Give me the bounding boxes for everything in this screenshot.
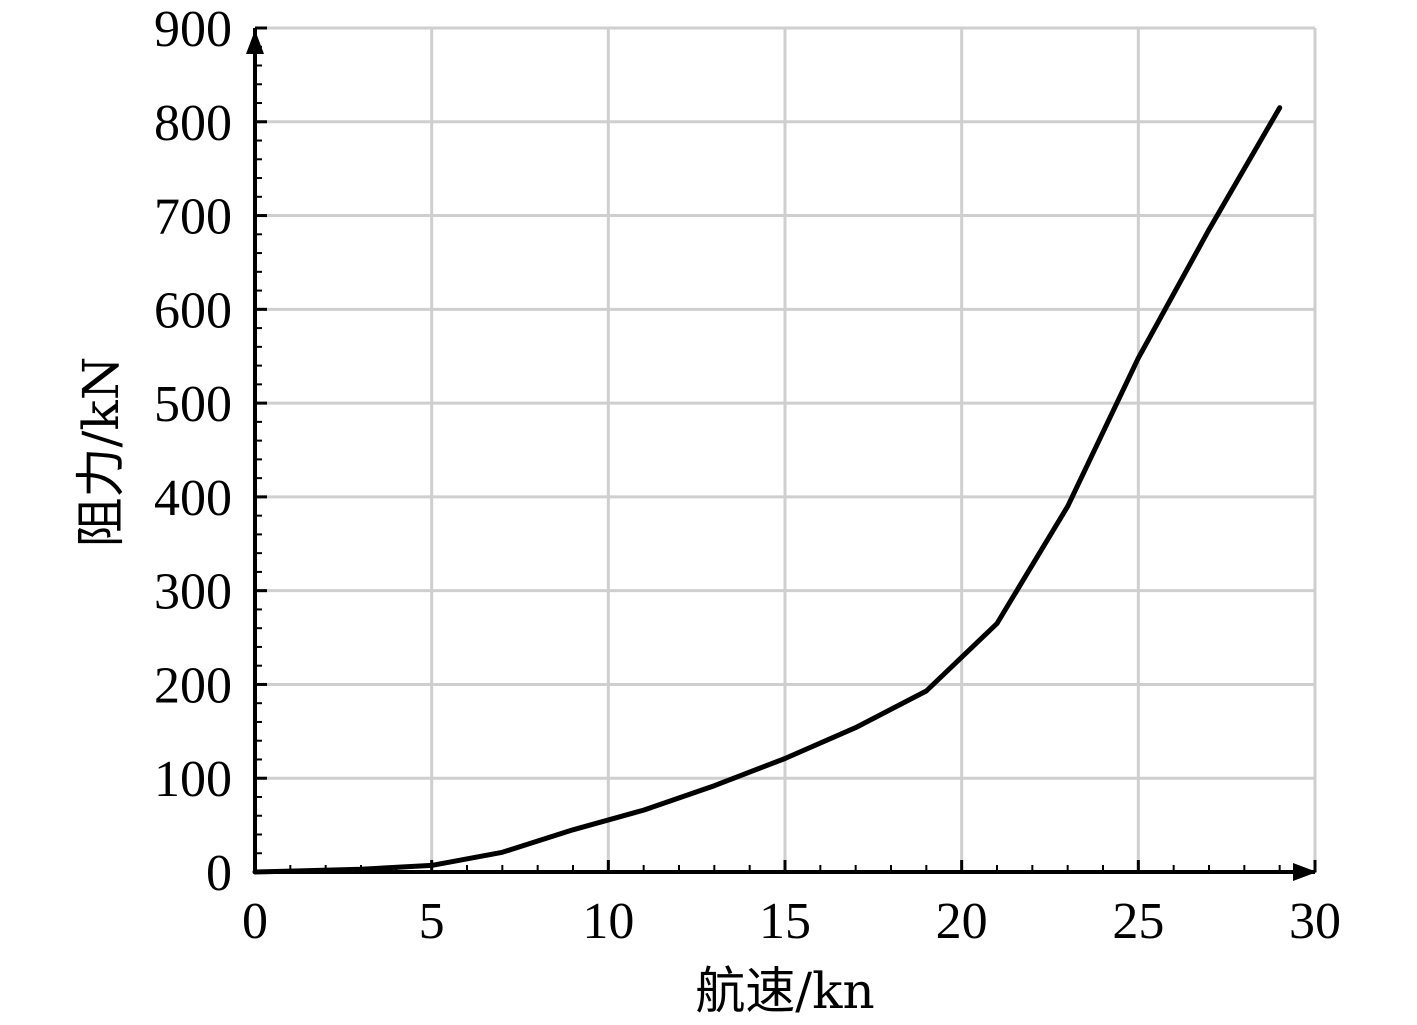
y-tick-label: 400 <box>154 470 232 527</box>
x-axis-label: 航速/kn <box>695 962 874 1020</box>
x-tick-label: 5 <box>419 893 445 950</box>
grid-lines <box>255 26 1317 872</box>
x-tick-label: 15 <box>759 893 811 950</box>
y-tick-label: 300 <box>154 564 232 621</box>
x-tick-label: 30 <box>1289 893 1341 950</box>
y-axis-label: 阻力/kN <box>72 357 130 548</box>
y-tick-label: 100 <box>154 751 232 808</box>
x-tick-label: 20 <box>936 893 988 950</box>
x-tick-labels: 0 5 10 15 20 25 30 <box>242 893 1341 950</box>
x-tick-label: 10 <box>582 893 634 950</box>
series-line <box>252 105 1283 875</box>
y-tick-label: 900 <box>154 1 232 58</box>
y-tick-label: 800 <box>154 95 232 152</box>
series-layer <box>252 105 1283 875</box>
axes <box>246 28 1317 881</box>
x-tick-label: 0 <box>242 893 268 950</box>
y-tick-label: 500 <box>154 376 232 433</box>
y-tick-label: 200 <box>154 657 232 714</box>
y-tick-labels: 0 100 200 300 400 500 600 700 800 900 <box>154 1 232 902</box>
y-tick-label: 0 <box>206 845 232 902</box>
y-axis-arrow <box>246 30 264 54</box>
x-axis-arrow <box>1293 863 1317 881</box>
y-tick-label: 700 <box>154 189 232 246</box>
x-tick-label: 25 <box>1112 893 1164 950</box>
y-tick-label: 600 <box>154 282 232 339</box>
